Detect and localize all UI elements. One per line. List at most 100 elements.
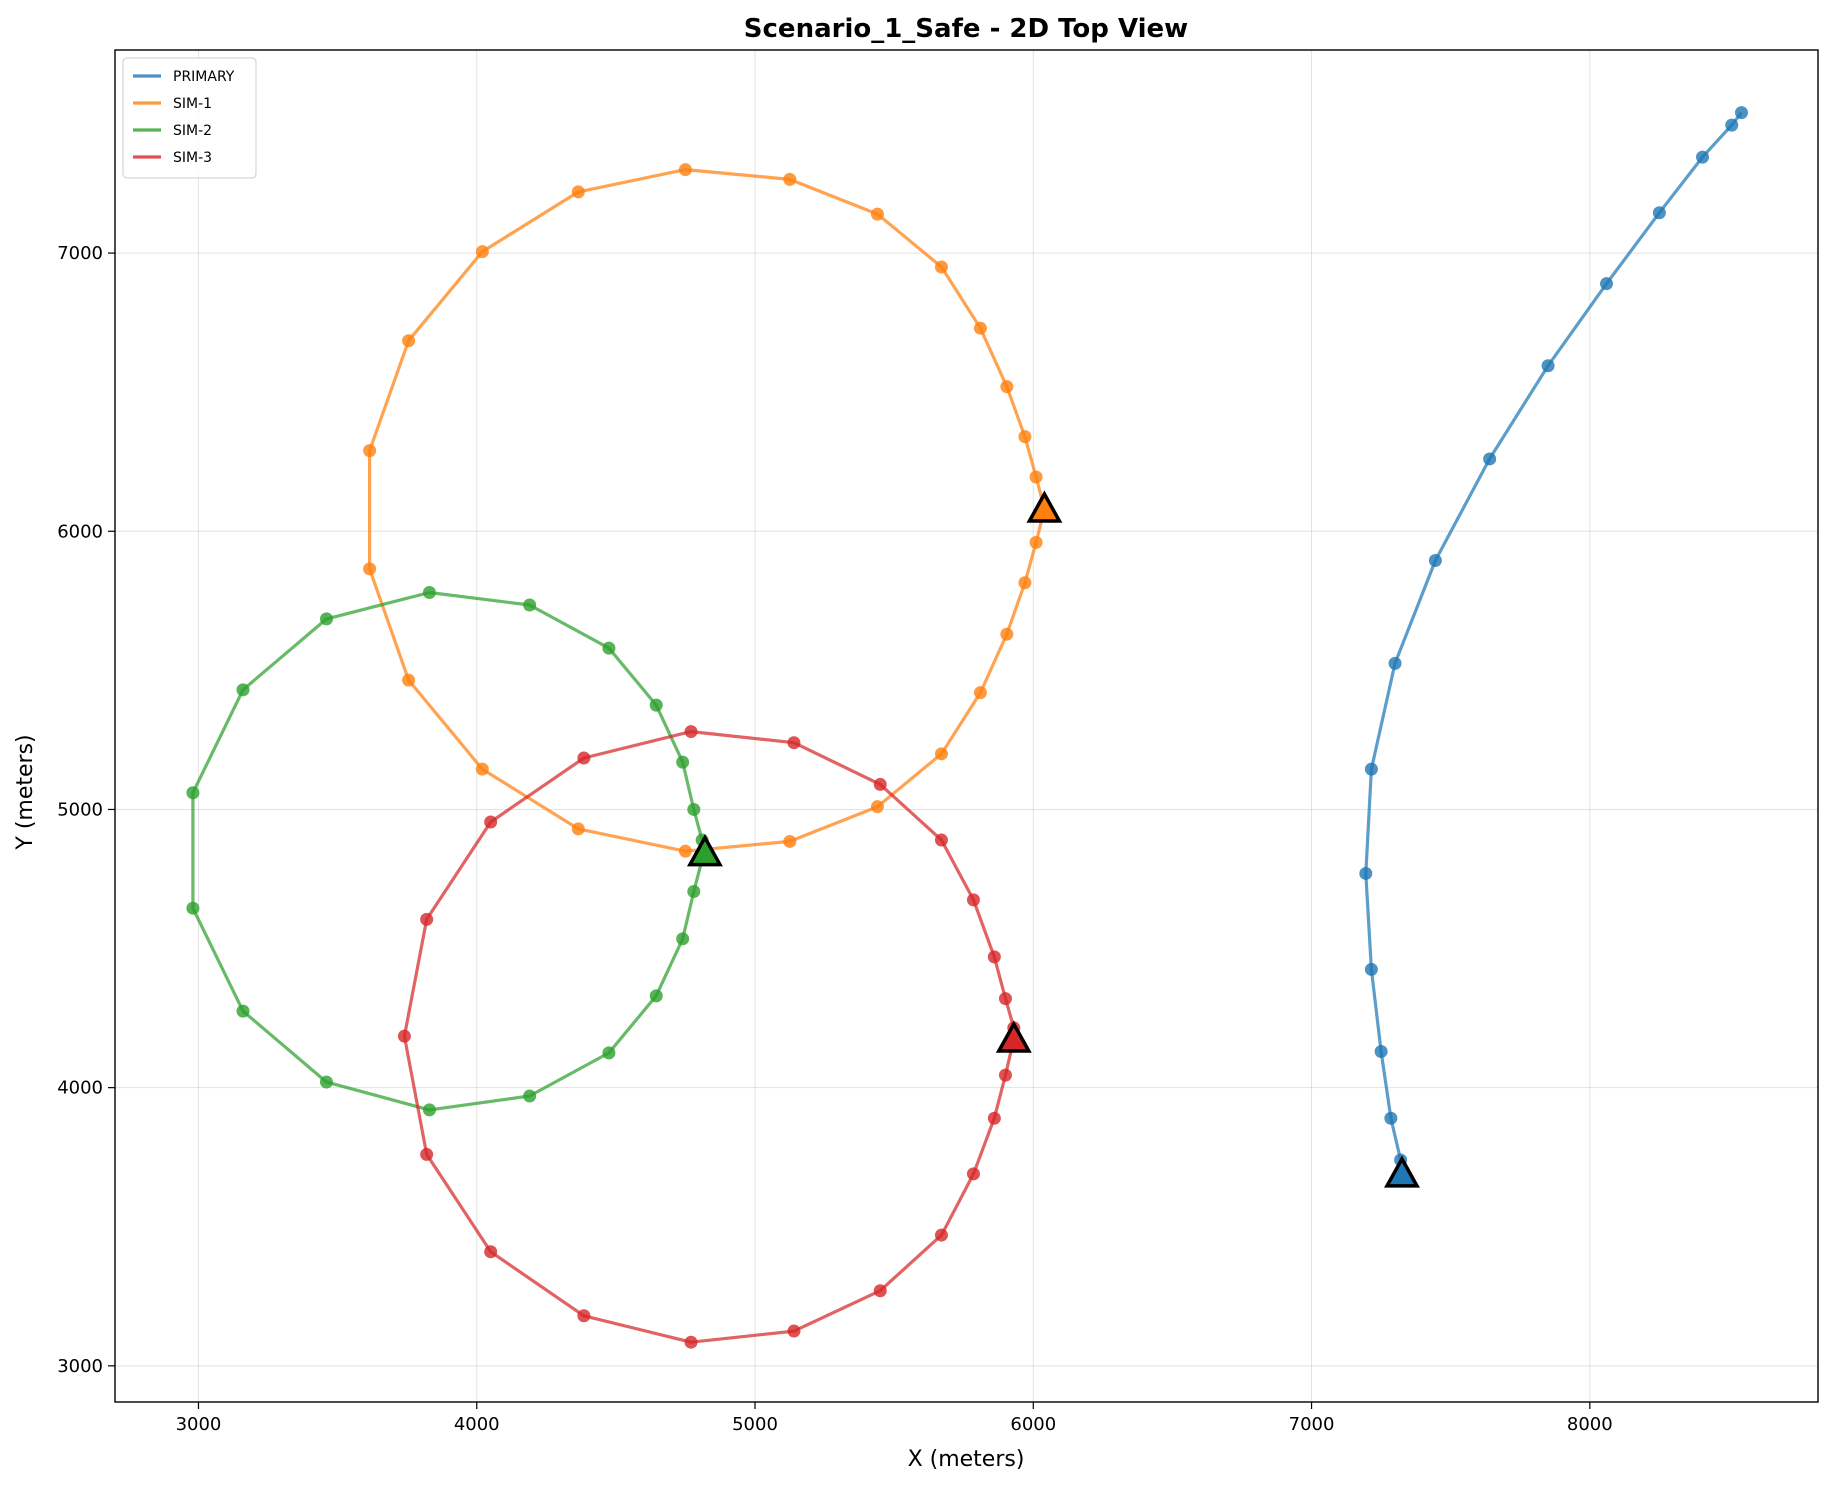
data-point-primary [1725, 118, 1739, 132]
data-point-sim-2 [649, 698, 663, 712]
data-point-sim-1 [402, 673, 416, 687]
data-point-sim-2 [649, 989, 663, 1003]
data-point-sim-3 [998, 992, 1012, 1006]
axes: 3000 4000 5000 6000 7000 8000 3000 4000 5000 6000… [57, 49, 1819, 1435]
y-tick-label: 3000 [57, 1356, 103, 1377]
data-point-sim-2 [319, 612, 333, 626]
data-point-sim-1 [475, 245, 489, 259]
data-point-sim-1 [934, 260, 948, 274]
legend-label-sim-2: SIM-2 [173, 123, 212, 139]
end-marker-primary [1384, 1155, 1420, 1188]
data-point-sim-2 [676, 755, 690, 769]
data-point-sim-1 [678, 163, 692, 177]
data-point-sim-1 [1029, 470, 1043, 484]
data-point-sim-3 [484, 1245, 498, 1259]
data-point-sim-3 [934, 833, 948, 847]
series-sim-2 [186, 585, 723, 1117]
data-point-sim-3 [987, 1111, 1001, 1125]
y-axis-label: Y (meters) [13, 734, 38, 850]
data-point-sim-3 [684, 1335, 698, 1349]
data-point-sim-2 [523, 598, 537, 612]
data-point-sim-2 [319, 1075, 333, 1089]
data-point-sim-3 [420, 912, 434, 926]
series-primary [1359, 106, 1748, 1188]
end-marker-sim-2 [686, 833, 723, 867]
data-point-sim-1 [783, 172, 797, 186]
legend-label-sim-1: SIM-1 [173, 96, 212, 112]
data-point-sim-3 [987, 950, 1001, 964]
data-point-sim-3 [484, 815, 498, 829]
data-point-sim-1 [1000, 627, 1014, 641]
data-point-primary [1734, 106, 1748, 120]
x-tick-label: 5000 [732, 1414, 778, 1435]
series-layer [186, 106, 1748, 1349]
data-point-sim-2 [523, 1089, 537, 1103]
data-point-primary [1428, 553, 1442, 567]
data-point-sim-1 [363, 562, 377, 576]
data-point-sim-2 [186, 901, 200, 915]
data-point-sim-1 [934, 747, 948, 761]
data-point-sim-3 [787, 1324, 801, 1338]
series-sim-1 [363, 163, 1063, 858]
data-point-primary [1652, 206, 1666, 220]
data-point-sim-1 [402, 334, 416, 348]
series-line-primary [1364, 111, 1743, 1161]
x-tick-label: 8000 [1567, 1414, 1613, 1435]
x-tick-label: 3000 [176, 1414, 222, 1435]
legend-label-sim-3: SIM-3 [173, 150, 212, 166]
y-tick-label: 4000 [57, 1078, 103, 1099]
data-point-sim-2 [236, 1004, 250, 1018]
x-tick-label: 7000 [1289, 1414, 1335, 1435]
data-point-sim-3 [787, 736, 801, 750]
data-point-sim-3 [420, 1147, 434, 1161]
data-point-sim-1 [870, 800, 884, 814]
data-point-sim-1 [1000, 380, 1014, 394]
x-tick-label: 6000 [1010, 1414, 1056, 1435]
data-point-primary [1364, 762, 1378, 776]
legend-box [122, 57, 257, 179]
data-point-sim-1 [571, 822, 585, 836]
data-point-sim-2 [687, 802, 701, 816]
data-point-sim-1 [475, 762, 489, 776]
data-point-primary [1359, 866, 1373, 880]
data-point-sim-2 [422, 585, 436, 599]
series-line-sim-1 [368, 168, 1046, 853]
data-point-primary [1388, 656, 1402, 670]
data-point-sim-3 [966, 1167, 980, 1181]
data-point-sim-1 [973, 321, 987, 335]
series-line-sim-2 [191, 590, 704, 1112]
data-point-sim-3 [577, 751, 591, 765]
data-point-sim-1 [783, 834, 797, 848]
data-point-sim-2 [602, 1046, 616, 1060]
data-point-primary [1600, 277, 1614, 291]
data-point-sim-2 [186, 786, 200, 800]
chart-title: Scenario_1_Safe - 2D Top View [744, 14, 1188, 44]
y-tick-label: 7000 [57, 243, 103, 264]
data-point-sim-1 [1018, 576, 1032, 590]
data-point-sim-3 [873, 777, 887, 791]
data-point-sim-2 [236, 683, 250, 697]
end-marker-sim-1 [1026, 490, 1063, 523]
x-tick-label: 4000 [454, 1414, 500, 1435]
data-point-primary [1696, 150, 1710, 164]
x-axis-label: X (meters) [908, 1447, 1025, 1472]
data-point-sim-1 [1029, 535, 1043, 549]
y-tick-label: 6000 [57, 521, 103, 542]
data-point-sim-3 [397, 1029, 411, 1043]
data-point-sim-2 [687, 885, 701, 899]
y-tick-label: 5000 [57, 799, 103, 820]
data-point-sim-1 [1018, 430, 1032, 444]
data-point-sim-1 [571, 185, 585, 199]
legend-label-primary: PRIMARY [173, 69, 235, 85]
legend: PRIMARY SIM-1 SIM-2 SIM-3 [122, 57, 257, 179]
data-point-sim-3 [873, 1284, 887, 1298]
data-point-sim-1 [973, 686, 987, 700]
data-point-sim-3 [998, 1068, 1012, 1082]
data-point-sim-2 [602, 641, 616, 655]
data-point-sim-1 [678, 844, 692, 858]
data-point-sim-2 [676, 932, 690, 946]
data-point-primary [1483, 452, 1497, 466]
plot-frame [114, 49, 1819, 1403]
data-point-sim-3 [684, 725, 698, 739]
